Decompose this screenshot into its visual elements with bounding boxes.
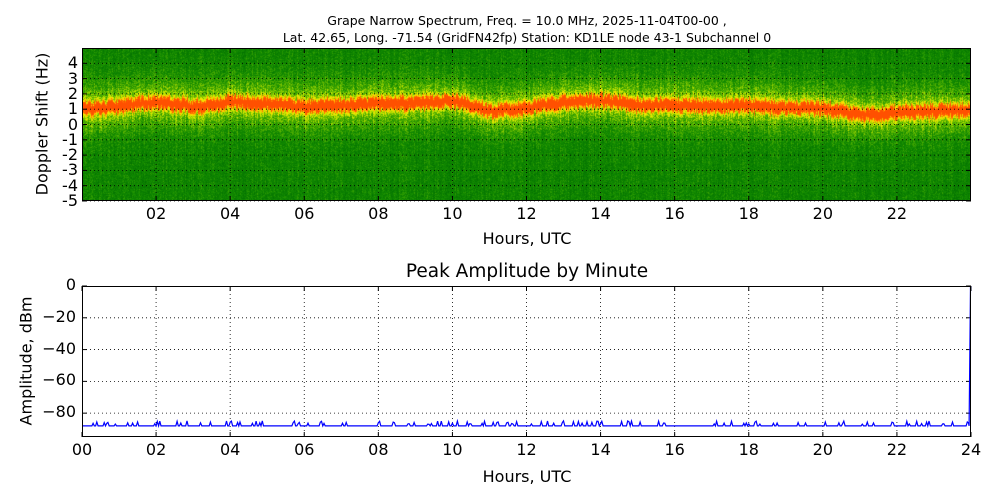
spectrogram-frame <box>82 48 971 201</box>
amplitude-x-tick-label: 18 <box>738 440 759 459</box>
amplitude-x-tick-label: 06 <box>294 440 315 459</box>
spectrogram-y-tick-label: -5 <box>62 191 78 210</box>
amplitude-x-tick-label: 20 <box>812 440 834 459</box>
spectrogram-y-tick-label: -2 <box>62 145 78 165</box>
amplitude-series-line <box>82 285 972 429</box>
spectrogram-x-tick-label: 20 <box>812 204 834 223</box>
spectrogram-x-tick-label: 16 <box>664 204 685 223</box>
spectrogram-y-tick-label: -1 <box>62 129 78 149</box>
spectrogram-x-tick-label: 02 <box>145 204 167 223</box>
amplitude-plot <box>81 285 972 437</box>
spectrogram-x-tick-label: 04 <box>219 204 241 223</box>
spectrogram-y-tick-label: -3 <box>62 160 78 180</box>
spectrogram-x-tick-label: 08 <box>368 204 389 223</box>
amplitude-x-tick-label: 16 <box>664 440 685 459</box>
amplitude-x-tick-label: 02 <box>145 440 167 459</box>
spectrogram-y-tick-label: 1 <box>67 99 78 119</box>
amplitude-x-tick-label: 04 <box>219 440 241 459</box>
amplitude-x-tick-label: 24 <box>960 440 982 459</box>
spectrogram-y-tick-label: 0 <box>67 114 78 134</box>
amplitude-y-tick-label: −80 <box>42 402 76 422</box>
spectrogram-y-axis-label: Doppler Shift (Hz) <box>32 52 52 196</box>
spectrogram-x-tick-label: 06 <box>294 204 315 223</box>
spectrogram-x-axis-label: Hours, UTC <box>482 229 572 248</box>
amplitude-y-tick-label: −40 <box>42 338 76 358</box>
spectrogram-grid <box>82 48 971 202</box>
amplitude-x-tick-label: 22 <box>886 440 908 459</box>
spectrogram-title-line1: Grape Narrow Spectrum, Freq. = 10.0 MHz,… <box>327 13 727 28</box>
spectrogram-title-line2: Lat. 42.65, Long. -71.54 (GridFN42fp) St… <box>282 30 772 45</box>
spectrogram-x-tick-label: 18 <box>738 204 759 223</box>
spectrogram-plot <box>82 48 971 202</box>
amplitude-x-tick-label: 00 <box>71 440 93 459</box>
spectrogram-x-tick-label: 10 <box>442 204 463 223</box>
amplitude-x-tick-label: 12 <box>516 440 537 459</box>
spectrogram-y-tick-label: 4 <box>67 53 78 73</box>
amplitude-y-axis-label: Amplitude, dBm <box>16 296 36 426</box>
spectrogram-x-tick-label: 14 <box>590 204 611 223</box>
amplitude-x-tick-label: 14 <box>590 440 611 459</box>
amplitude-title: Peak Amplitude by Minute <box>405 261 649 282</box>
amplitude-y-tick-label: −20 <box>42 306 76 326</box>
spectrogram-y-tick-label: 2 <box>67 83 78 103</box>
amplitude-x-tick-label: 08 <box>368 440 389 459</box>
spectrogram-y-tick-label: -4 <box>62 175 78 195</box>
spectrogram-x-tick-label: 12 <box>516 204 537 223</box>
amplitude-y-tick-label: 0 <box>65 275 76 294</box>
amplitude-x-axis-label: Hours, UTC <box>482 467 572 486</box>
spectrogram-y-tick-label: 3 <box>67 68 78 88</box>
amplitude-x-tick-label: 10 <box>442 440 463 459</box>
amplitude-frame <box>82 286 971 437</box>
spectrogram-x-tick-label: 22 <box>886 204 908 223</box>
amplitude-y-tick-label: −60 <box>42 370 76 390</box>
